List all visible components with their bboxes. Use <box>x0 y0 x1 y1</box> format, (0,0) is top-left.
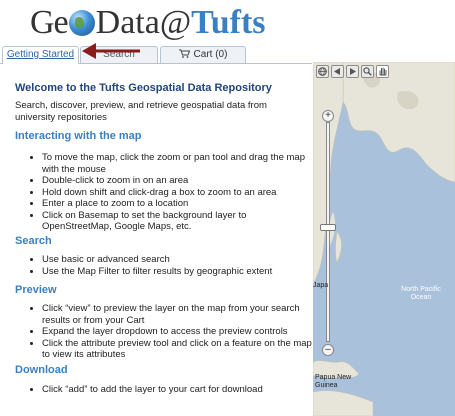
logo-text-ge: Ge <box>30 4 69 41</box>
section-heading-interacting: Interacting with the map <box>15 130 142 142</box>
zoom-slider-handle[interactable] <box>320 224 336 232</box>
tab-search-label: Search <box>103 49 135 60</box>
map-label-japan: Japa <box>313 282 329 289</box>
interacting-list: To move the map, click the zoom or pan t… <box>28 152 312 233</box>
list-item: Enter a place to zoom to a location <box>42 198 312 210</box>
list-item: Use the Map Filter to filter results by … <box>42 266 312 278</box>
list-item: Hold down shift and click-drag a box to … <box>42 187 312 199</box>
pan-hand-icon[interactable] <box>376 65 389 78</box>
globe-icon[interactable] <box>316 65 329 78</box>
logo-text-tufts: Tufts <box>191 4 266 41</box>
list-item: Click “add” to add the layer to your car… <box>42 384 312 396</box>
section-heading-preview: Preview <box>15 284 57 296</box>
annotation-arrow-icon <box>82 43 140 59</box>
list-item: To move the map, click the zoom or pan t… <box>42 152 312 175</box>
list-item: Expand the layer dropdown to access the … <box>42 326 312 338</box>
map-viewer[interactable]: + – Japa North Pacific Ocean Papua New G… <box>313 62 455 416</box>
section-heading-download: Download <box>15 364 68 376</box>
search-list: Use basic or advanced search Use the Map… <box>28 254 312 277</box>
zoom-icon[interactable] <box>361 65 374 78</box>
arrow-left-icon[interactable] <box>331 65 344 78</box>
intro-text: Search, discover, preview, and retrieve … <box>15 100 267 123</box>
preview-list: Click “view” to preview the layer on the… <box>28 303 312 361</box>
globe-icon <box>68 10 95 36</box>
list-item: Click on Basemap to set the background l… <box>42 210 312 233</box>
list-item: Click the attribute preview tool and cli… <box>42 338 312 361</box>
map-label-papua-new-guinea: Papua New Guinea <box>315 374 352 389</box>
zoom-slider[interactable]: + – <box>320 110 336 356</box>
header: Ge Data@Tufts <box>0 0 455 44</box>
tab-cart-label: Cart (0) <box>193 49 228 60</box>
list-item: Double-click to zoom in on an area <box>42 175 312 187</box>
download-list: Click “add” to add the layer to your car… <box>28 384 312 396</box>
list-item: Use basic or advanced search <box>42 254 312 266</box>
geodata-tufts-logo[interactable]: Ge Data@Tufts <box>30 2 266 42</box>
section-heading-search: Search <box>15 235 52 247</box>
getting-started-panel: Welcome to the Tufts Geospatial Data Rep… <box>0 64 312 416</box>
cart-icon <box>178 49 190 58</box>
zoom-track[interactable] <box>326 122 330 342</box>
tab-getting-started[interactable]: Getting Started <box>2 46 79 64</box>
arrow-right-icon[interactable] <box>346 65 359 78</box>
map-label-north-pacific: North Pacific Ocean <box>401 286 441 301</box>
welcome-title: Welcome to the Tufts Geospatial Data Rep… <box>15 82 272 94</box>
logo-text-data: Data@ <box>95 4 192 41</box>
tab-bar: Getting Started Search Cart (0) <box>0 44 312 64</box>
tab-cart[interactable]: Cart (0) <box>160 46 246 63</box>
zoom-in-button[interactable]: + <box>322 110 334 122</box>
zoom-out-button[interactable]: – <box>322 344 334 356</box>
list-item: Click “view” to preview the layer on the… <box>42 303 312 326</box>
